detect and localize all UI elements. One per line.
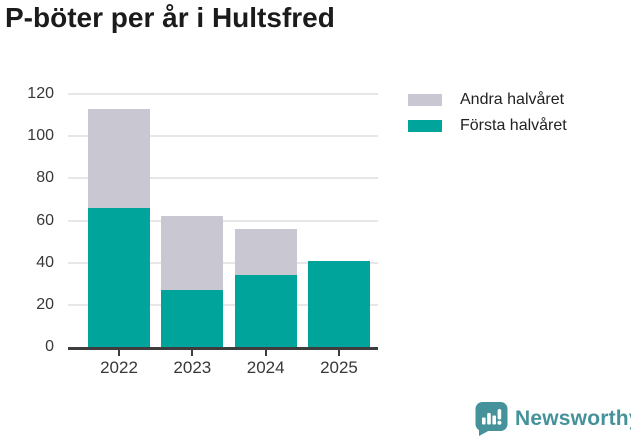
- y-tick-label-80: 80: [36, 169, 54, 187]
- bar-segment-2022-series1: [88, 108, 150, 208]
- x-tick-mark-2025: [337, 350, 340, 356]
- x-tick-mark-2022: [118, 350, 120, 356]
- bar-segment-2023-series0: [161, 290, 224, 347]
- legend-item-forsta-halvaret: Första halvåret: [408, 114, 567, 138]
- y-tick-label-120: 120: [27, 85, 54, 102]
- y-tick-label-40: 40: [36, 253, 54, 271]
- y-tick-label-60: 60: [36, 211, 54, 229]
- legend-label-andra-halvaret: Andra halvåret: [460, 91, 565, 108]
- bar-segment-2024-series0: [234, 275, 297, 347]
- gridline-120: [68, 93, 378, 95]
- legend-item-andra-halvaret: Andra halvåret: [408, 88, 567, 112]
- bar-segment-2022-series0: [88, 207, 150, 347]
- legend-swatch-forsta-halvaret: [408, 120, 442, 132]
- x-tick-mark-2023: [191, 350, 194, 356]
- bar-segment-2025-series0: [307, 260, 370, 347]
- x-tick-label-2025: 2025: [320, 358, 358, 377]
- plot-area: [68, 93, 378, 350]
- newsworthy-speech-bubble-chart-icon: [475, 402, 508, 436]
- newsworthy-logo: Newsworthy: [474, 401, 631, 436]
- y-axis-labels: 0 20 40 60 80 100 120: [0, 85, 54, 355]
- gridline-80: [68, 177, 378, 180]
- newsworthy-wordmark: Newsworthy: [515, 406, 631, 430]
- legend-swatch-andra-halvaret: [408, 94, 442, 106]
- y-tick-label-0: 0: [45, 338, 54, 355]
- legend-label-forsta-halvaret: Första halvåret: [460, 117, 567, 134]
- gridline-100: [68, 135, 378, 138]
- y-tick-label-20: 20: [36, 295, 54, 313]
- y-tick-label-100: 100: [27, 127, 54, 145]
- bar-segment-2023-series1: [161, 216, 224, 291]
- x-axis: 2022 2023 2024 2025: [68, 350, 378, 390]
- x-tick-label-2024: 2024: [246, 358, 285, 377]
- chart-title: P-böter per år i Hultsfred: [5, 2, 335, 33]
- x-tick-label-2022: 2022: [100, 358, 138, 377]
- x-tick-mark-2024: [264, 350, 267, 356]
- bar-segment-2024-series1: [234, 228, 297, 276]
- legend: Andra halvåret Första halvåret: [408, 88, 567, 140]
- x-tick-label-2023: 2023: [173, 358, 212, 377]
